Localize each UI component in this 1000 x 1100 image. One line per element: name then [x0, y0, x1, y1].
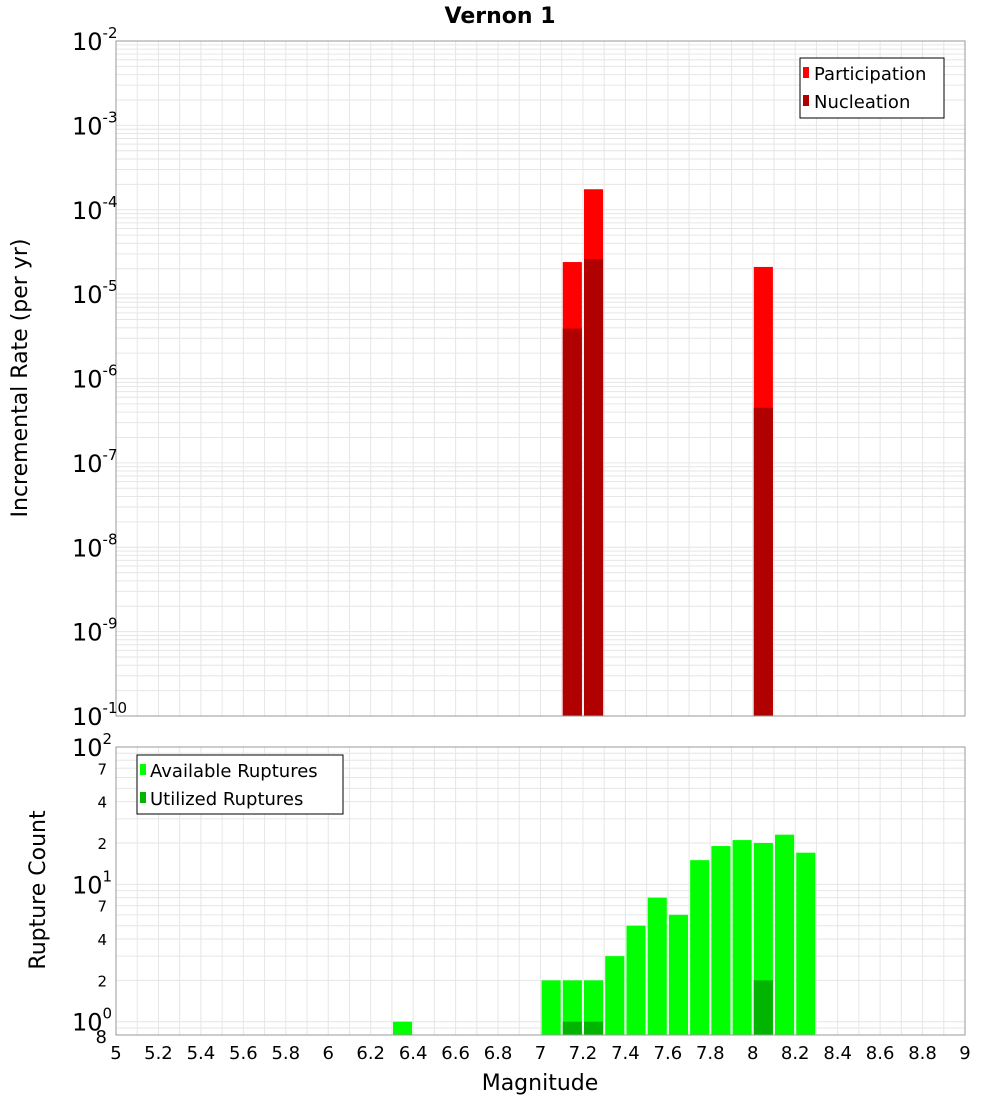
x-tick-label: 5.8 [271, 1043, 300, 1064]
y-minor-tick-label: 8 [96, 1027, 107, 1048]
x-tick-label: 7.6 [654, 1043, 683, 1064]
legend-label-nucleation: Nucleation [814, 92, 910, 113]
rupture-count-panel: 102 101 100 7 4 2 7 4 2 8 Rupture Count Available… [26, 730, 966, 1048]
y-tick-label: 10-3 [72, 108, 118, 140]
top-legend: Participation Nucleation [799, 57, 945, 119]
x-axis-label: Magnitude [482, 1071, 599, 1096]
y-tick-label: 10-5 [72, 277, 118, 309]
x-tick-label: 9 [959, 1043, 970, 1064]
x-tick-label: 5 [110, 1043, 121, 1064]
rupture-count-bar [605, 956, 625, 1035]
y-minor-tick-label: 2 [97, 835, 107, 853]
x-tick-label: 5.2 [144, 1043, 173, 1064]
x-tick-label: 6.6 [441, 1043, 470, 1064]
top-bars [562, 189, 773, 717]
rupture-count-bar [392, 1021, 413, 1035]
y-tick-label: 10-8 [72, 530, 118, 562]
rate-bar [562, 328, 582, 716]
rupture-count-bar [541, 980, 561, 1035]
x-tick-label: 6 [323, 1043, 334, 1064]
bottom-plot-frame [115, 746, 966, 1036]
rupture-count-bar [647, 897, 667, 1035]
bottom-bars [392, 834, 816, 1035]
y-tick-label: 102 [72, 730, 112, 762]
x-tick-label: 7 [535, 1043, 546, 1064]
rupture-count-bar [626, 925, 646, 1035]
x-tick-label: 8.6 [866, 1043, 895, 1064]
x-tick-label: 8.4 [823, 1043, 852, 1064]
rupture-count-bar [753, 980, 773, 1035]
x-tick-label: 5.6 [229, 1043, 258, 1064]
top-y-tick-labels: 10-2 10-3 10-4 10-5 10-6 10-7 10-8 10-9 10-10 [72, 24, 127, 731]
y-minor-tick-label: 4 [97, 931, 107, 949]
rupture-count-bar [775, 834, 795, 1035]
x-tick-label: 5.4 [187, 1043, 216, 1064]
rupture-count-bar [796, 852, 816, 1035]
x-tick-label: 8.8 [908, 1043, 937, 1064]
legend-swatch-available [140, 764, 146, 775]
y-tick-label: 10-6 [72, 362, 118, 394]
y-minor-tick-label: 2 [97, 972, 107, 990]
top-y-axis-label: Incremental Rate (per yr) [8, 239, 33, 518]
x-tick-label: 7.8 [696, 1043, 725, 1064]
x-tick-label: 6.4 [399, 1043, 428, 1064]
x-tick-label: 7.4 [611, 1043, 640, 1064]
legend-swatch-utilized [140, 792, 146, 803]
y-tick-label: 10-4 [72, 193, 118, 225]
y-tick-label: 10-10 [72, 699, 127, 731]
rate-bar [753, 407, 773, 716]
y-tick-label: 10-7 [72, 446, 118, 478]
x-tick-labels: 5 5.2 5.4 5.6 5.8 6 6.2 6.4 6.6 6.8 7 7.2 7.4 7.6 7.8 8… [110, 1043, 970, 1064]
legend-swatch-participation [803, 67, 809, 78]
rupture-count-bar [690, 860, 710, 1035]
bottom-y-axis-label: Rupture Count [26, 810, 51, 970]
legend-label-available: Available Ruptures [150, 761, 318, 782]
chart-title: Vernon 1 [445, 4, 556, 29]
x-tick-label: 8.2 [781, 1043, 810, 1064]
y-minor-tick-label: 7 [97, 760, 107, 778]
top-plot-frame [115, 40, 966, 717]
rupture-count-bar [562, 980, 582, 1035]
rupture-count-bar [732, 840, 752, 1035]
top-gridlines [115, 40, 966, 717]
y-tick-label: 10-2 [72, 24, 118, 56]
x-tick-label: 6.8 [484, 1043, 513, 1064]
rupture-count-bar [711, 846, 731, 1035]
legend-label-utilized: Utilized Ruptures [150, 789, 303, 810]
bottom-y-tick-labels: 102 101 100 7 4 2 7 4 2 8 [72, 730, 112, 1048]
bottom-legend: Available Ruptures Utilized Ruptures [136, 754, 344, 815]
x-tick-label: 6.2 [356, 1043, 385, 1064]
x-tick-label: 7.2 [569, 1043, 598, 1064]
y-tick-label: 100 [72, 1005, 112, 1037]
legend-swatch-nucleation [803, 95, 809, 106]
legend-label-participation: Participation [814, 64, 926, 85]
y-minor-tick-label: 7 [97, 898, 107, 916]
x-tick-label: 8 [747, 1043, 758, 1064]
participation-nucleation-panel: 10-2 10-3 10-4 10-5 10-6 10-7 10-8 10-9 10-10 In… [8, 24, 966, 731]
rupture-count-bar [584, 1021, 604, 1035]
rupture-count-bar [562, 1021, 582, 1035]
rate-bar [584, 259, 604, 716]
y-tick-label: 101 [72, 867, 112, 899]
y-tick-label: 10-9 [72, 615, 118, 647]
y-minor-tick-label: 4 [97, 794, 107, 812]
rupture-count-bar [668, 914, 689, 1035]
rupture-count-bar [584, 980, 604, 1035]
